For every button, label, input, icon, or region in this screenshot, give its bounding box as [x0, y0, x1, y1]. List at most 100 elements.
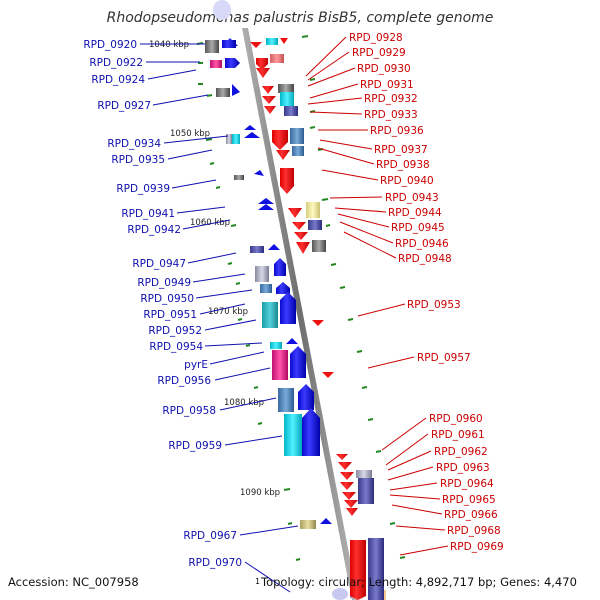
gene-block-0928 [266, 38, 278, 45]
gene-block-0930 [270, 54, 284, 63]
gene-block-0956 [272, 350, 288, 380]
gene-label-RPD_0960: RPD_0960 [429, 413, 483, 425]
gene-label-RPD_0930: RPD_0930 [357, 63, 411, 75]
gene-block-0948 [312, 240, 326, 252]
gene-block-0936 [284, 106, 298, 116]
gene-arrow-0947 [268, 244, 280, 250]
gene-label-RPD_0938: RPD_0938 [376, 159, 430, 171]
gene-label-RPD_0928: RPD_0928 [349, 32, 403, 44]
gene-block-0969 [368, 538, 384, 600]
gene-arrow-0966 [346, 508, 358, 516]
genome-backbone [242, 28, 358, 600]
gene-label-RPD_0969: RPD_0969 [450, 541, 504, 553]
gene-block-0922 [210, 60, 222, 68]
forward-strand-genes [205, 38, 332, 529]
gene-label-RPD_0951: RPD_0951 [143, 309, 197, 321]
gene-label-RPD_0939: RPD_0939 [116, 183, 170, 195]
gene-label-RPD_0959: RPD_0959 [168, 440, 222, 452]
map-title: Rhodopseudomonas palustris BisB5, comple… [107, 10, 494, 26]
gene-label-RPD_0952: RPD_0952 [148, 325, 202, 337]
gene-arrow-0948 [296, 242, 310, 254]
gene-label-RPD_0946: RPD_0946 [395, 238, 449, 250]
gene-label-RPD_0956: RPD_0956 [157, 375, 211, 387]
gene-block-0945 [308, 220, 322, 230]
gene-label-RPD_0934: RPD_0934 [107, 138, 161, 150]
gene-arrow-0959 [302, 408, 320, 456]
gene-label-RPD_0954: RPD_0954 [149, 341, 203, 353]
gene-arrow-0933b [264, 106, 276, 114]
gene-label-RPD_0966: RPD_0966 [444, 509, 498, 521]
gene-label-RPD_0943: RPD_0943 [385, 192, 439, 204]
gene-arrow-0946 [294, 232, 308, 240]
gene-block-0921 [222, 40, 236, 48]
gene-block-0959 [284, 414, 302, 456]
gene-arrow-0940 [280, 168, 294, 194]
gene-label-RPD_0967: RPD_0967 [183, 530, 237, 542]
gene-arrow-0957 [322, 372, 334, 378]
gene-label-RPD_0936: RPD_0936 [370, 125, 424, 137]
gene-label-RPD_0947: RPD_0947 [132, 258, 186, 270]
gene-label-RPD_0942: RPD_0942 [127, 224, 181, 236]
gene-arrow-0929 [280, 38, 288, 44]
gene-block-0947 [250, 246, 264, 253]
gene-arrow-0928 [250, 42, 262, 48]
gene-arrow-0953 [312, 320, 324, 326]
gene-arrow-0939 [254, 170, 264, 176]
gene-block-0950 [260, 284, 272, 293]
gene-arrow-0942 [258, 204, 274, 210]
scale-label-1080: 1080 kbp [224, 398, 264, 408]
gene-arrow-0968 [350, 540, 366, 600]
gene-block-0920 [205, 40, 219, 53]
gene-label-RPD_0953: RPD_0953 [407, 299, 461, 311]
gene-block-0944 [306, 202, 320, 218]
gene-label-RPD_0929: RPD_0929 [352, 47, 406, 59]
gene-arrow-0934 [244, 125, 256, 130]
gene-block-0967 [300, 520, 316, 529]
gene-arrow-0927 [232, 84, 240, 96]
gene-label-RPD_0944: RPD_0944 [388, 207, 442, 219]
gene-block-0938 [292, 146, 304, 156]
gene-label-RPD_0963: RPD_0963 [436, 462, 490, 474]
gene-arrow-0936 [272, 130, 288, 150]
gene-arrow-0949 [274, 258, 286, 276]
gene-label-pyrE: pyrE [184, 359, 208, 371]
gene-block-0934 [226, 134, 232, 144]
gene-label-RPD_0965: RPD_0965 [442, 494, 496, 506]
gene-label-RPD_0968: RPD_0968 [447, 525, 501, 537]
gene-block-0951 [262, 302, 278, 328]
gene-arrow-0941 [258, 198, 274, 204]
gene-block-0939 [234, 175, 244, 180]
gene-arrow-0938 [276, 150, 290, 160]
origin-marker: 1 [255, 577, 260, 586]
gene-block-0962 [356, 470, 372, 478]
bottom-marker-shape [332, 588, 348, 600]
gene-label-RPD_0948: RPD_0948 [398, 253, 452, 265]
gene-arrow-0963 [340, 482, 354, 490]
accession-label: Accession: NC_007958 [8, 575, 139, 589]
gene-block-0927 [216, 88, 230, 97]
gene-label-RPD_0937: RPD_0937 [374, 144, 428, 156]
gene-label-RPD_0932: RPD_0932 [364, 93, 418, 105]
gene-label-RPD_0970: RPD_0970 [188, 557, 242, 569]
gene-block-0933 [280, 92, 294, 106]
gene-block-0949 [255, 266, 269, 282]
gene-block-0934b [232, 134, 240, 144]
gene-arrow-0965 [344, 500, 358, 508]
gene-arrow-pyrE [290, 346, 306, 378]
gene-arrow-0933 [262, 96, 276, 104]
gene-block-0964 [358, 478, 374, 504]
gene-arrow-0950 [276, 282, 290, 294]
gene-arrow-0932 [262, 86, 274, 94]
scale-label-1050: 1050 kbp [170, 129, 210, 139]
gene-block-0954 [270, 342, 282, 349]
gene-label-RPD_0935: RPD_0935 [111, 154, 165, 166]
scale-ticks [196, 35, 406, 561]
gene-label-RPD_0957: RPD_0957 [417, 352, 471, 364]
gene-arrow-0954 [286, 338, 298, 344]
gene-block-0932 [278, 84, 294, 93]
gene-arrow-0930 [256, 58, 268, 70]
gene-arrow-0961 [338, 462, 352, 470]
gene-arrow-0935 [244, 132, 260, 138]
top-marker-shape [213, 0, 231, 20]
gene-block-0937 [290, 128, 304, 144]
